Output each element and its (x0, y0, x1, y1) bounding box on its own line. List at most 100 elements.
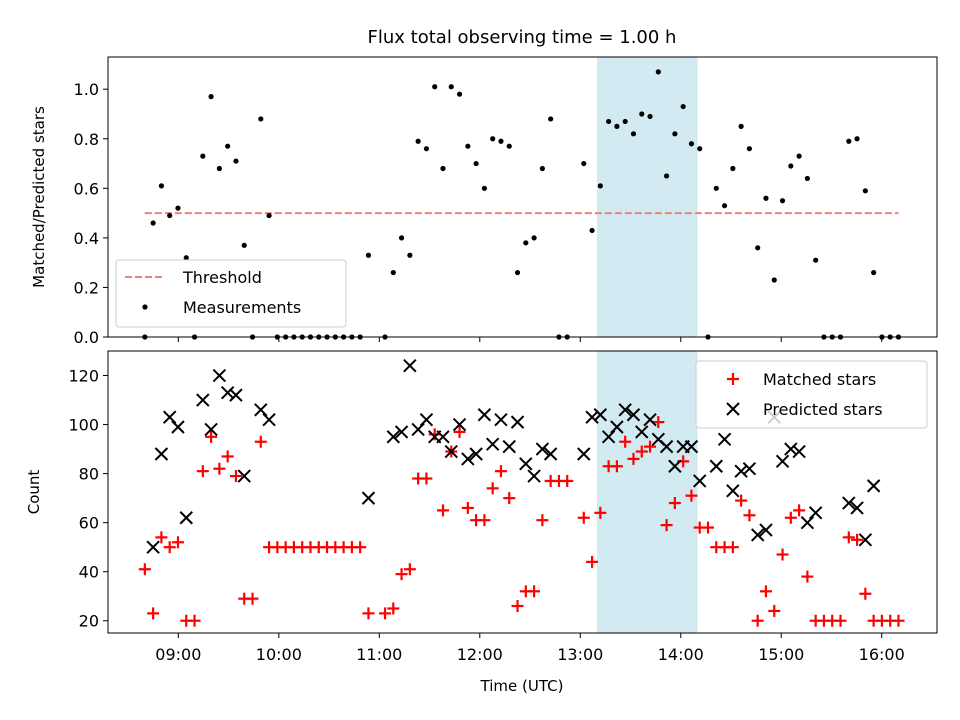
measurement-point (871, 269, 877, 276)
matched-star-point (494, 465, 507, 478)
measurement-point (423, 146, 430, 152)
matched-star-point (851, 533, 864, 546)
predicted-star-point (709, 459, 723, 473)
measurement-point (233, 158, 239, 164)
matched-star-point (743, 509, 756, 522)
predicted-star-point (759, 523, 773, 537)
matched-star-point (685, 489, 698, 502)
predicted-star-point (254, 403, 268, 417)
top-legend: Threshold Measurements (115, 259, 347, 328)
matched-star-point (577, 511, 590, 524)
measurement-point (365, 252, 372, 258)
predicted-star-point (577, 447, 591, 461)
matched-star-point (196, 465, 209, 478)
predicted-star-point (858, 533, 873, 547)
measurement-point (448, 84, 454, 90)
predicted-star-point (485, 437, 500, 451)
matched-star-point (403, 563, 416, 576)
measurement-point (597, 183, 603, 189)
predicted-star-point (593, 408, 608, 422)
measurement-point (225, 143, 231, 149)
predicted-star-point (535, 442, 550, 456)
predicted-star-point (469, 447, 483, 461)
matched-star-point (536, 514, 549, 527)
predicted-star-point (196, 393, 210, 407)
measurement-point (514, 269, 521, 276)
matched-star-point (486, 482, 499, 495)
y-tick-label: 0.6 (74, 179, 99, 198)
legend-matched-swatch (727, 373, 739, 385)
measurement-point (763, 195, 769, 201)
predicted-star-point (403, 359, 417, 373)
predicted-star-point (146, 540, 160, 554)
measurement-point (647, 113, 653, 120)
matched-star-point (635, 445, 648, 458)
measurement-point (523, 240, 529, 246)
measurement-point (697, 146, 703, 152)
y-tick-label: 100 (68, 416, 99, 435)
matched-star-point (155, 531, 168, 544)
measurement-point (473, 160, 479, 167)
x-axis-label: Time (UTC) (480, 677, 564, 695)
measurement-point (266, 212, 272, 219)
matched-star-point (859, 587, 872, 600)
measurement-point (630, 131, 637, 137)
predicted-star-point (866, 479, 881, 493)
matched-star-point (163, 541, 176, 554)
matched-star-point (801, 570, 814, 583)
chart-title: Flux total observing time = 1.00 h (368, 27, 677, 48)
matched-star-point (453, 425, 466, 438)
matched-star-point (784, 511, 797, 524)
matched-star-point (726, 541, 739, 554)
predicted-star-point (502, 439, 516, 454)
bottom-axes-frame (107, 350, 938, 634)
bottom-highlight-span (597, 351, 698, 633)
measurement-point (862, 188, 868, 194)
predicted-star-point (229, 388, 243, 402)
predicted-star-point (800, 515, 815, 530)
y-tick-label: 0.8 (74, 130, 99, 149)
measurement-point (158, 183, 165, 189)
matched-star-point (254, 435, 267, 448)
matched-star-point (387, 602, 400, 615)
measurement-point (398, 235, 405, 241)
matched-star-point (354, 541, 367, 554)
y-tick-label: 80 (79, 465, 99, 484)
predicted-star-point (411, 422, 425, 437)
legend-measurements-label: Measurements (183, 298, 301, 317)
predicted-star-point (220, 385, 235, 400)
matched-star-point (834, 614, 847, 627)
y-tick-label: 20 (79, 612, 99, 631)
predicted-star-point (436, 430, 450, 444)
matched-star-point (395, 568, 408, 581)
top-axes-frame (107, 56, 938, 338)
measurement-point (216, 165, 222, 172)
measurement-point (415, 138, 421, 144)
predicted-star-point (717, 432, 732, 446)
matched-star-point (586, 555, 599, 568)
predicted-star-point (527, 469, 541, 483)
bottom-x-ticks: 09:00 10:00 11:00 12:00 13:00 14:00 15:00 16:00 (155, 633, 905, 664)
predicted-star-point (775, 454, 790, 469)
measurement-point (755, 245, 761, 251)
predicted-star-point (659, 439, 674, 454)
predicted-star-point (171, 420, 185, 434)
measurement-point (150, 220, 156, 226)
bottom-legend: Matched stars Predicted stars (695, 360, 928, 429)
predicted-star-point (742, 461, 757, 476)
measurement-point (688, 141, 695, 147)
matched-star-point (229, 470, 242, 483)
measurement-point (804, 175, 810, 182)
measurement-point (672, 131, 678, 137)
predicted-star-point (734, 464, 748, 478)
predicted-star-point (784, 442, 798, 456)
matched-star-point (138, 563, 151, 576)
measurement-point (746, 146, 753, 152)
matched-stars-points (138, 416, 905, 627)
matched-star-point (610, 460, 623, 473)
measurement-point (721, 203, 728, 209)
matched-star-point (594, 506, 607, 519)
measurement-point (622, 118, 628, 125)
matched-star-point (379, 607, 392, 620)
